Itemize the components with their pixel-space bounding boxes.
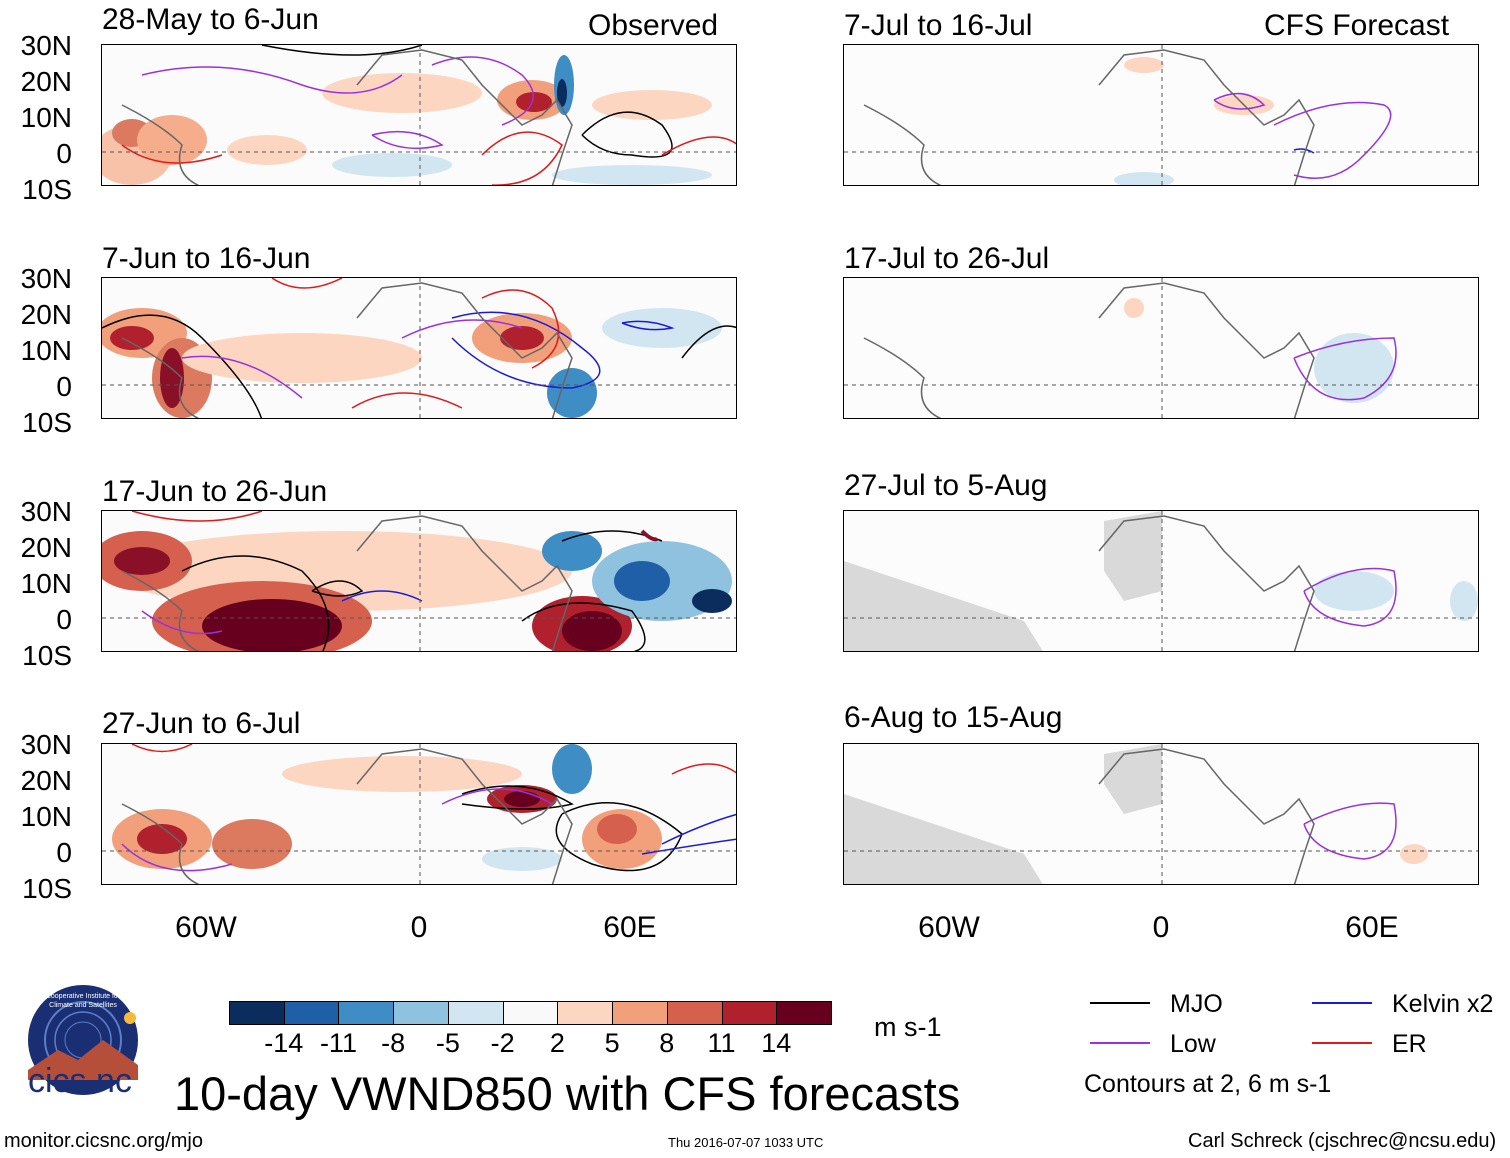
lat-label: 10S bbox=[22, 640, 72, 671]
lat-label: 20N bbox=[20, 765, 72, 796]
main-title: 10-day VWND850 with CFS forecasts bbox=[174, 1067, 961, 1120]
colorbar-tick: 14 bbox=[761, 1028, 792, 1058]
footer-url: monitor.cicsnc.org/mjo bbox=[4, 1130, 203, 1152]
panel-title-fc-2: 17-Jul to 26-Jul bbox=[844, 242, 1050, 275]
lon-label-left-60w: 60W bbox=[175, 911, 237, 944]
contours-note: Contours at 2, 6 m s-1 bbox=[1084, 1070, 1332, 1098]
lat-label: 0 bbox=[56, 604, 72, 635]
map-panel-fc-3 bbox=[843, 510, 1479, 652]
colorbar-units: m s-1 bbox=[874, 1012, 942, 1042]
lat-label: 20N bbox=[20, 66, 72, 97]
panel-title-fc-3: 27-Jul to 5-Aug bbox=[844, 469, 1048, 502]
colorbar-tick: 11 bbox=[707, 1028, 736, 1058]
lat-label: 20N bbox=[20, 299, 72, 330]
map-panel-fc-1 bbox=[843, 44, 1479, 186]
lat-label: 20N bbox=[20, 532, 72, 563]
lon-label-left-0: 0 bbox=[410, 911, 428, 944]
lat-label: 30N bbox=[20, 263, 72, 294]
colorbar-cell bbox=[502, 1001, 559, 1025]
lat-label: 30N bbox=[20, 496, 72, 527]
panel-title-fc-4: 6-Aug to 15-Aug bbox=[844, 701, 1063, 734]
legend-line-er bbox=[1312, 1042, 1372, 1044]
lat-label: 0 bbox=[56, 138, 72, 169]
legend-label-er: ER bbox=[1392, 1030, 1427, 1058]
colorbar-cell bbox=[612, 1001, 668, 1025]
cics-logo: cics.nc Cooperative Institute for Climat… bbox=[8, 980, 158, 1100]
lat-label: 0 bbox=[56, 371, 72, 402]
map-panel-fc-2 bbox=[843, 277, 1479, 419]
lat-label: 30N bbox=[20, 729, 72, 760]
colorbar-cell bbox=[776, 1001, 832, 1025]
legend-line-low bbox=[1090, 1042, 1150, 1044]
colorbar-cell bbox=[721, 1001, 778, 1025]
colorbar-cell bbox=[338, 1001, 395, 1025]
colorbar-tick: -8 bbox=[381, 1028, 406, 1058]
legend-label-kelvin: Kelvin x2 bbox=[1392, 990, 1494, 1018]
legend-line-kelvin bbox=[1312, 1002, 1372, 1004]
colorbar-cell bbox=[666, 1001, 723, 1025]
legend-line-mjo bbox=[1090, 1002, 1150, 1004]
map-panel-obs-4 bbox=[101, 743, 737, 885]
lat-label: 10N bbox=[20, 335, 72, 366]
lat-label: 10N bbox=[20, 801, 72, 832]
colorbar-tick: -11 bbox=[319, 1028, 357, 1058]
map-panel-obs-3 bbox=[101, 510, 737, 652]
lat-label: 10N bbox=[20, 102, 72, 133]
lon-label-right-60w: 60W bbox=[918, 911, 980, 944]
lon-label-left-60e: 60E bbox=[603, 911, 657, 944]
panel-title-obs-4: 27-Jun to 6-Jul bbox=[102, 707, 301, 740]
footer-timestamp: Thu 2016-07-07 1033 UTC bbox=[668, 1135, 824, 1150]
colorbar-cell bbox=[447, 1001, 504, 1025]
logo-ring-text: Cooperative Institute for Climate and Sa… bbox=[45, 993, 121, 1009]
lat-label: 10S bbox=[22, 174, 72, 205]
colorbar-cell bbox=[283, 1001, 340, 1025]
footer-author: Carl Schreck (cjschrec@ncsu.edu) bbox=[1188, 1130, 1497, 1152]
panel-title-obs-3: 17-Jun to 26-Jun bbox=[102, 475, 328, 508]
colorbar-tick: 2 bbox=[549, 1028, 565, 1058]
colorbar-tick: 5 bbox=[604, 1028, 620, 1058]
legend-label-mjo: MJO bbox=[1170, 990, 1223, 1018]
forecast-label: CFS Forecast bbox=[1264, 9, 1450, 42]
lat-label: 10S bbox=[22, 873, 72, 904]
panel-title-fc-1: 7-Jul to 16-Jul bbox=[844, 9, 1033, 42]
map-panel-obs-2 bbox=[101, 277, 737, 419]
legend-label-low: Low bbox=[1170, 1030, 1216, 1058]
colorbar-tick: 8 bbox=[659, 1028, 675, 1058]
colorbar-tick: -5 bbox=[435, 1028, 460, 1058]
map-panel-fc-4 bbox=[843, 743, 1479, 885]
map-panel-obs-1 bbox=[101, 44, 737, 186]
panel-title-obs-1: 28-May to 6-Jun bbox=[102, 3, 319, 36]
lon-label-right-60e: 60E bbox=[1345, 911, 1399, 944]
lat-label: 10S bbox=[22, 407, 72, 438]
lat-label: 10N bbox=[20, 568, 72, 599]
panel-title-obs-2: 7-Jun to 16-Jun bbox=[102, 242, 311, 275]
colorbar-cell bbox=[393, 1001, 449, 1025]
lat-label: 0 bbox=[56, 837, 72, 868]
lon-label-right-0: 0 bbox=[1152, 911, 1170, 944]
colorbar-cell bbox=[557, 1001, 614, 1025]
logo-text: cics.nc bbox=[28, 1062, 132, 1100]
colorbar-tick: -2 bbox=[490, 1028, 515, 1058]
lat-label: 30N bbox=[20, 30, 72, 61]
colorbar-cell bbox=[229, 1001, 285, 1025]
observed-label: Observed bbox=[588, 9, 719, 42]
colorbar-tick: -14 bbox=[264, 1028, 304, 1058]
